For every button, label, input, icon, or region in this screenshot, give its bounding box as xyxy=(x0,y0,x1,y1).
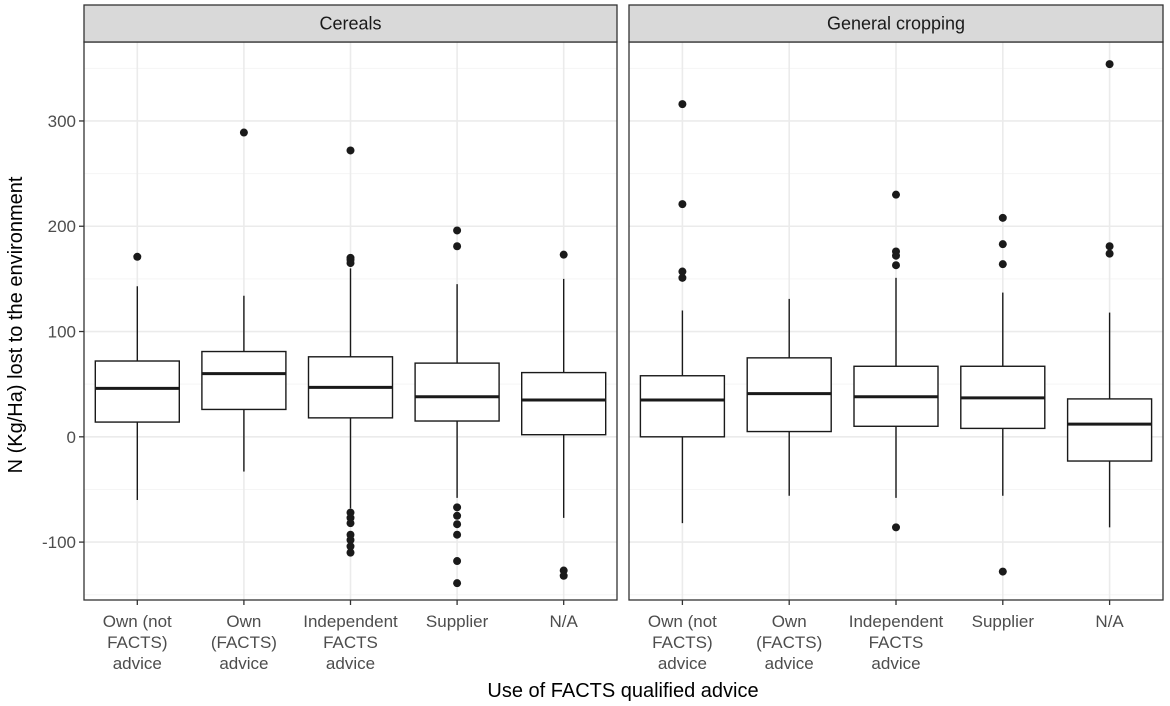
y-tick-label: 300 xyxy=(48,112,76,131)
box-2 xyxy=(201,128,287,472)
box-body xyxy=(201,350,287,411)
outlier-point xyxy=(678,100,687,109)
x-tick-label: Supplier xyxy=(972,612,1035,631)
box-5 xyxy=(1066,60,1153,528)
outlier-point xyxy=(1105,249,1114,258)
panel-strip xyxy=(83,4,618,43)
x-tick-label: Own (FACTS) advice xyxy=(211,612,277,673)
panel-general-cropping: General cropping Own (not FACTS) advice Own (… xyxy=(628,4,1164,673)
outlier-point xyxy=(453,242,462,251)
x-tick-label-line: Own xyxy=(772,612,807,631)
x-tick-label-line: Supplier xyxy=(426,612,489,631)
outlier-point xyxy=(346,146,355,155)
outlier-point xyxy=(998,260,1007,269)
panel-strip xyxy=(628,4,1164,43)
outlier-point xyxy=(678,273,687,282)
x-tick-label-line: Supplier xyxy=(972,612,1035,631)
y-tick-label: 0 xyxy=(67,428,76,447)
panel-strip-title: General cropping xyxy=(827,14,965,34)
outlier-point xyxy=(453,503,462,512)
outlier-point xyxy=(892,190,900,199)
x-tick-label-line: (FACTS) xyxy=(211,633,277,652)
x-tick-label-line: (FACTS) xyxy=(756,633,822,652)
outlier-point xyxy=(346,535,355,544)
x-tick-label-line: FACTS xyxy=(323,633,378,652)
x-tick-label-line: N/A xyxy=(550,612,579,631)
outlier-point xyxy=(346,519,355,528)
outlier-point xyxy=(892,523,900,532)
x-tick-label-line: Own (not xyxy=(648,612,717,631)
outlier-point xyxy=(453,579,462,588)
y-tick-label: 200 xyxy=(48,217,76,236)
box-3 xyxy=(853,190,939,532)
x-tick-label-line: N/A xyxy=(1095,612,1124,631)
x-tick-label-line: FACTS) xyxy=(107,633,167,652)
box-1 xyxy=(639,100,726,524)
x-tick-label-line: Independent xyxy=(849,612,944,631)
box-3 xyxy=(307,146,394,557)
x-tick-label: Independent FACTS advice xyxy=(303,612,398,673)
y-axis-title: N (Kg/Ha) lost to the environment xyxy=(5,176,27,473)
box-5 xyxy=(521,250,607,580)
x-tick-label: Own (not FACTS) advice xyxy=(103,612,172,673)
x-tick-label: N/A xyxy=(550,612,579,631)
box-4 xyxy=(414,226,500,588)
outlier-point xyxy=(346,542,355,551)
panel-strip-title: Cereals xyxy=(319,14,381,34)
x-tick-label: Supplier xyxy=(426,612,489,631)
box-1 xyxy=(94,252,181,500)
outlier-point xyxy=(453,511,462,520)
x-tick-label: N/A xyxy=(1095,612,1124,631)
outlier-point xyxy=(133,252,142,261)
outlier-point xyxy=(1105,242,1114,251)
outlier-point xyxy=(678,200,687,209)
x-tick-label-line: advice xyxy=(219,654,268,673)
box-body xyxy=(521,371,607,436)
x-tick-label: Own (not FACTS) advice xyxy=(648,612,717,673)
outlier-point xyxy=(559,250,568,259)
x-tick-label-line: Independent xyxy=(303,612,398,631)
panel-cereals: Cereals Own (not FACTS) advice Own (FACTS) adv… xyxy=(83,4,618,673)
box-4 xyxy=(960,213,1046,576)
box-body xyxy=(94,360,181,423)
box-body xyxy=(1066,398,1153,462)
outlier-point xyxy=(453,557,462,566)
outlier-point xyxy=(239,128,248,137)
outlier-point xyxy=(998,213,1007,222)
x-tick-label-line: Own (not xyxy=(103,612,172,631)
box-body xyxy=(414,362,500,422)
outlier-point xyxy=(678,267,687,276)
x-tick-label-line: FACTS) xyxy=(652,633,712,652)
outlier-point xyxy=(346,259,355,268)
x-axis-title: Use of FACTS qualified advice xyxy=(487,680,758,702)
x-tick-label-line: FACTS xyxy=(869,633,924,652)
x-tick-label-line: Own xyxy=(226,612,261,631)
outlier-point xyxy=(998,567,1007,576)
outlier-point xyxy=(892,251,900,260)
x-tick-label-line: advice xyxy=(113,654,162,673)
outlier-point xyxy=(998,240,1007,249)
box-body xyxy=(639,375,726,438)
outlier-point xyxy=(346,548,355,557)
outlier-point xyxy=(892,261,900,270)
x-tick-label-line: advice xyxy=(326,654,375,673)
x-tick-label-line: advice xyxy=(871,654,920,673)
outlier-point xyxy=(453,530,462,539)
box-2 xyxy=(746,298,832,496)
outlier-point xyxy=(559,571,568,580)
x-tick-label: Independent FACTS advice xyxy=(849,612,944,673)
y-tick-label: -100 xyxy=(42,533,76,552)
outlier-point xyxy=(1105,60,1114,69)
x-tick-label-line: advice xyxy=(765,654,814,673)
x-tick-label-line: advice xyxy=(658,654,707,673)
outlier-point xyxy=(453,226,462,235)
x-tick-label: Own (FACTS) advice xyxy=(756,612,822,673)
outlier-point xyxy=(453,520,462,529)
y-tick-label: 100 xyxy=(48,323,76,342)
